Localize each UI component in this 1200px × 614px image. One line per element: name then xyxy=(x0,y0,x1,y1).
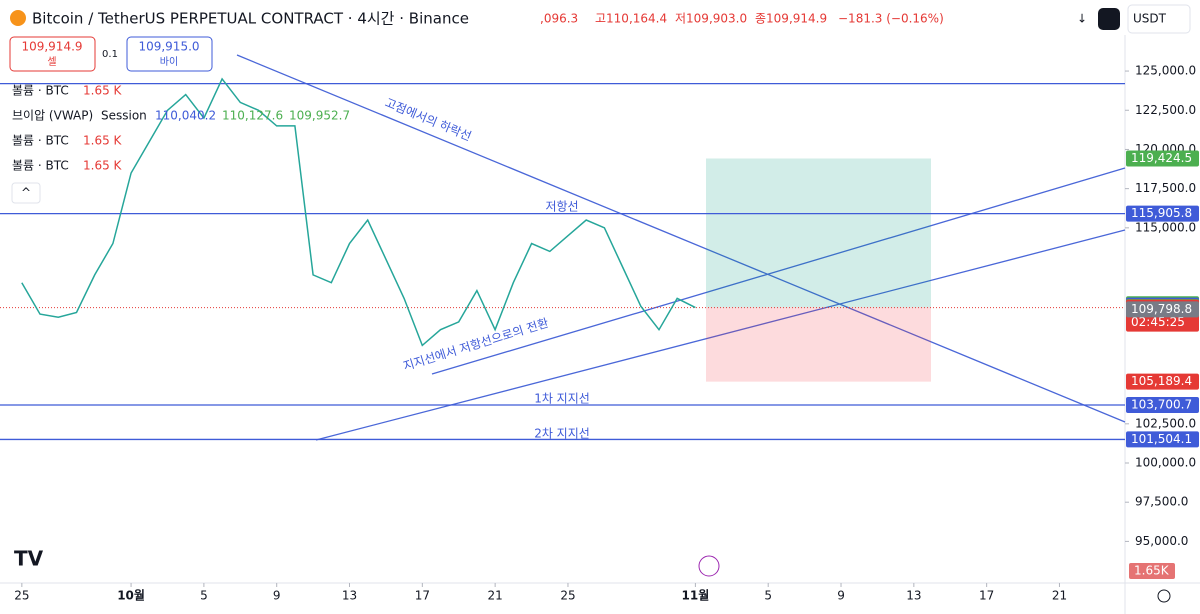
buy-price: 109,915.0 xyxy=(138,40,199,54)
y-tick-label: 102,500.0 xyxy=(1135,416,1196,430)
x-tick-label: 17 xyxy=(415,589,430,603)
legend-value: 1.65 K xyxy=(83,84,123,98)
y-tick-label: 95,000.0 xyxy=(1135,534,1188,548)
buy-label: 바이 xyxy=(160,56,178,68)
target-zone xyxy=(706,158,931,308)
price-label-bg xyxy=(1126,373,1199,390)
annotation: 2차 지지선 xyxy=(534,427,590,441)
logo: TV xyxy=(14,547,44,571)
down-button[interactable]: ↓ xyxy=(1077,12,1087,26)
x-tick-label: 13 xyxy=(906,589,921,603)
price-label: 119,424.5 xyxy=(1131,151,1192,165)
spread: 0.1 xyxy=(102,49,118,60)
annotation: 저항선 xyxy=(545,200,578,214)
currency: USDT xyxy=(1133,12,1167,26)
legend-value: 110,040.2 xyxy=(155,109,216,123)
y-tick-label: 100,000.0 xyxy=(1135,456,1196,470)
x-tick-label: 21 xyxy=(488,589,503,603)
price-label-bg xyxy=(1126,431,1199,448)
price-label-bg xyxy=(1126,150,1199,167)
volume-label-bg xyxy=(1129,563,1175,579)
trend-line xyxy=(236,54,1126,423)
lightning-button[interactable] xyxy=(698,555,720,577)
legend-label: 볼륨 · BTC xyxy=(12,134,69,148)
trend-line xyxy=(431,167,1126,375)
x-tick-label: 5 xyxy=(200,589,208,603)
sell-price: 109,914.9 xyxy=(21,40,82,54)
countdown: 02:45:25 xyxy=(1131,315,1185,329)
price-label-bg xyxy=(1126,205,1199,222)
legend-label: 브이압 (VWAP) xyxy=(12,109,93,123)
toolbar xyxy=(0,0,1200,35)
ohlc-low: 저109,903.0 xyxy=(675,12,747,26)
price-label: 105,189.4 xyxy=(1131,374,1192,388)
price-label-bg xyxy=(1126,396,1199,413)
legend-value: 1.65 K xyxy=(83,134,123,148)
volume-label: 1.65K xyxy=(1134,564,1170,578)
legend-label: Session xyxy=(101,109,147,123)
currency-button[interactable] xyxy=(1127,4,1191,34)
y-tick-label: 115,000.0 xyxy=(1135,220,1196,234)
y-tick-label: 97,500.0 xyxy=(1135,495,1188,509)
legend-label: 볼륨 · BTC xyxy=(12,84,69,98)
ohlc-open: ,096.3 xyxy=(540,12,578,26)
x-tick-label: 25 xyxy=(560,589,575,603)
y-tick-label: 117,500.0 xyxy=(1135,181,1196,195)
legend-label: 볼륨 · BTC xyxy=(12,159,69,173)
annotation: 고점에서의 하락선 xyxy=(383,95,473,143)
ohlc-high: 고110,164.4 xyxy=(595,12,667,26)
coin-icon xyxy=(10,10,26,26)
price-label: 115,905.8 xyxy=(1131,206,1192,220)
price-line xyxy=(21,77,696,347)
legend-value: 1.65 K xyxy=(83,159,123,173)
x-tick-label: 21 xyxy=(1052,589,1067,603)
x-tick-label: 17 xyxy=(979,589,994,603)
x-tick-label: 5 xyxy=(764,589,772,603)
x-tick-label: 10월 xyxy=(117,588,145,603)
price-label: 101,504.1 xyxy=(1131,432,1192,446)
ohlc-close: 종109,914.9 xyxy=(755,12,827,26)
sell-button[interactable] xyxy=(9,36,96,72)
screen-button[interactable] xyxy=(1098,8,1120,30)
annotation: 1차 지지선 xyxy=(534,392,590,406)
collapse-icon: ^ xyxy=(21,186,31,200)
change: −181.3 (−0.16%) xyxy=(838,12,944,26)
price-label: 109,798.8 xyxy=(1131,302,1192,316)
x-tick-label: 25 xyxy=(14,589,29,603)
drawings xyxy=(236,54,1126,441)
collapse-button[interactable] xyxy=(11,182,41,204)
x-tick-label: 9 xyxy=(273,589,281,603)
x-tick-label: 13 xyxy=(342,589,357,603)
legend-value: 110,127.6 xyxy=(222,109,283,123)
sell-label: 셀 xyxy=(47,56,56,68)
price-label: 103,700.7 xyxy=(1131,397,1192,411)
legend-value: 109,952.7 xyxy=(289,109,350,123)
x-tick-label: 9 xyxy=(837,589,845,603)
symbol[interactable]: Bitcoin / TetherUS PERPETUAL CONTRACT · … xyxy=(32,10,469,28)
stop-zone xyxy=(706,307,931,382)
buy-button[interactable] xyxy=(126,36,213,72)
x-tick-label: 11월 xyxy=(682,588,710,603)
settings-button[interactable] xyxy=(1157,589,1171,603)
y-tick-label: 122,500.0 xyxy=(1135,103,1196,117)
price-label-bg xyxy=(1126,301,1199,318)
y-tick-label: 125,000.0 xyxy=(1135,64,1196,78)
